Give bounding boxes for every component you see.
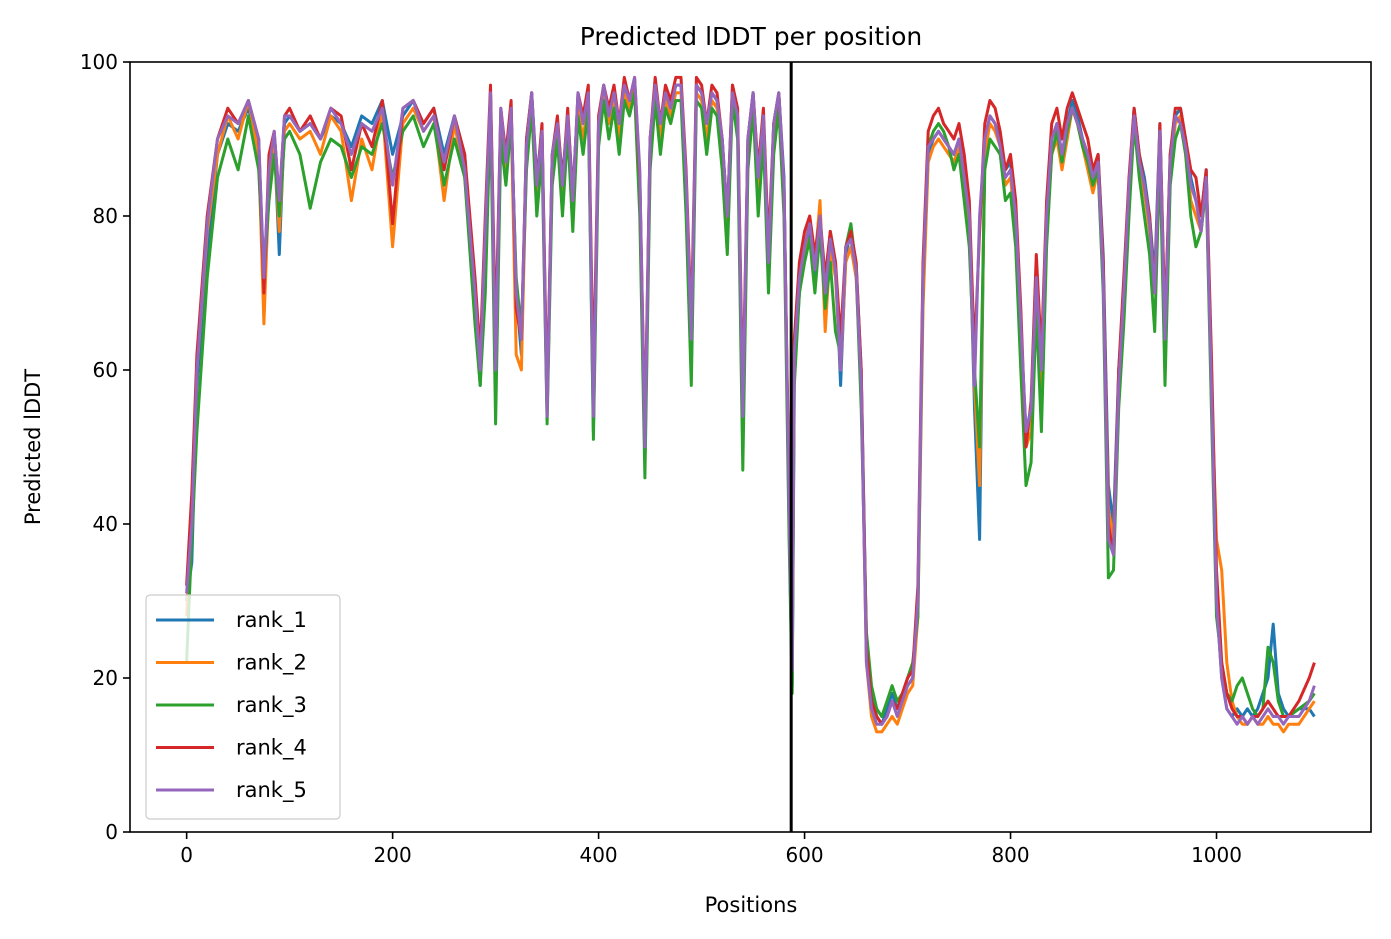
y-tick-label: 60 (93, 358, 118, 382)
series-line-rank-5 (185, 75, 1316, 726)
y-axis-label: Predicted lDDT (21, 369, 45, 525)
x-tick-label: 800 (991, 843, 1029, 867)
legend-label: rank_4 (236, 736, 307, 761)
x-tick-label: 600 (785, 843, 823, 867)
legend: rank_1 rank_2 rank_3 rank_4 rank_5 (145, 594, 341, 820)
legend-label: rank_3 (236, 693, 307, 718)
plot-frame (129, 61, 1372, 833)
y-tick-label: 0 (105, 820, 118, 844)
x-tick-label: 400 (579, 843, 617, 867)
legend-label: rank_1 (236, 608, 307, 633)
chart-title: Predicted lDDT per position (580, 22, 922, 51)
legend-label: rank_2 (236, 651, 307, 676)
y-tick-label: 80 (93, 204, 118, 228)
x-axis-label: Positions (705, 893, 798, 917)
legend-box (145, 594, 341, 820)
x-tick-label: 0 (180, 843, 193, 867)
x-tick-label: 200 (374, 843, 412, 867)
y-tick-label: 100 (80, 50, 118, 74)
y-tick-label: 40 (93, 512, 118, 536)
x-tick-label: 1000 (1191, 843, 1242, 867)
y-tick-label: 20 (93, 666, 118, 690)
legend-label: rank_5 (236, 778, 307, 803)
plot-area (185, 62, 1316, 832)
axis-ticks: 0 200 400 600 800 1000 0 20 40 60 80 100 (80, 50, 1242, 867)
